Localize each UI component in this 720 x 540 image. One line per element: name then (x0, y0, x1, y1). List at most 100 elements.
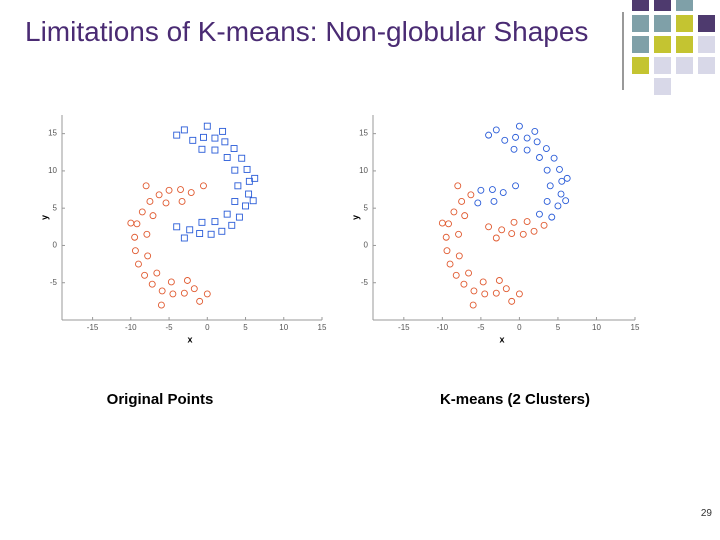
x-axis-label: x (499, 334, 504, 344)
y-tick-label: -5 (361, 278, 369, 287)
x-tick-label: -5 (165, 323, 173, 332)
point (228, 221, 236, 229)
point (146, 198, 154, 205)
point (455, 252, 463, 260)
point (446, 260, 454, 268)
point (167, 278, 175, 286)
point (144, 252, 152, 260)
point (515, 290, 523, 298)
point (162, 199, 170, 207)
y-tick-label: 10 (359, 166, 368, 175)
point (235, 213, 243, 221)
point (485, 223, 493, 231)
point (200, 133, 207, 141)
point (452, 271, 460, 279)
slide-title: Limitations of K-means: Non-globular Sha… (25, 16, 589, 47)
point (203, 122, 211, 130)
point (165, 186, 173, 194)
point (149, 212, 157, 220)
point (180, 234, 188, 242)
x-tick-label: 10 (279, 323, 288, 332)
point (492, 234, 500, 242)
point (558, 177, 566, 185)
x-tick-label: -15 (87, 323, 99, 332)
x-axis-label: x (187, 334, 192, 344)
point (469, 301, 477, 309)
point (479, 278, 487, 286)
x-tick-label: -10 (437, 323, 449, 332)
point (470, 287, 478, 295)
point (155, 191, 163, 199)
x-tick-label: 0 (517, 323, 522, 332)
point (508, 297, 516, 305)
point (157, 301, 165, 309)
point (546, 182, 554, 190)
point (219, 127, 227, 135)
point (131, 233, 139, 241)
point (133, 220, 141, 228)
point (492, 289, 500, 297)
caption: K-means (2 Clusters) (440, 391, 590, 408)
point (158, 287, 166, 295)
point (251, 174, 259, 182)
point (563, 174, 571, 182)
point (249, 197, 257, 205)
point (189, 136, 197, 144)
point (510, 145, 518, 153)
point (523, 218, 531, 226)
point (523, 134, 531, 142)
point (245, 190, 253, 198)
y-tick-label: 5 (53, 203, 58, 212)
point (530, 227, 538, 235)
point (442, 233, 450, 241)
point (485, 131, 493, 139)
point (234, 182, 242, 190)
point (148, 280, 156, 288)
point (543, 198, 551, 205)
point (515, 122, 523, 130)
caption: Original Points (107, 391, 214, 408)
x-tick-label: 15 (318, 323, 327, 332)
point (153, 269, 161, 277)
point (556, 165, 563, 173)
point (196, 230, 204, 237)
point (554, 202, 562, 210)
point (142, 182, 150, 190)
point (178, 198, 186, 205)
y-tick-label: 10 (48, 166, 57, 175)
x-tick-label: 10 (592, 323, 601, 332)
y-tick-label: -5 (50, 278, 58, 287)
y-tick-label: 15 (359, 129, 368, 138)
y-axis-label: y (350, 215, 360, 220)
point (540, 221, 548, 229)
point (187, 189, 195, 196)
point (218, 227, 226, 235)
point (465, 269, 473, 277)
point (223, 154, 231, 161)
point (458, 198, 466, 205)
point (190, 285, 198, 293)
point (501, 136, 509, 144)
point (499, 189, 507, 196)
point (242, 202, 249, 210)
point (498, 226, 506, 234)
point (238, 154, 246, 162)
point (231, 166, 239, 174)
point (243, 165, 251, 173)
x-tick-label: 0 (205, 323, 210, 332)
point (211, 218, 219, 226)
point (543, 166, 551, 174)
point (138, 208, 146, 216)
point (467, 191, 475, 199)
point (198, 145, 206, 153)
point (221, 138, 229, 146)
point (450, 208, 458, 216)
point (173, 131, 181, 139)
point (533, 138, 541, 146)
point (454, 182, 462, 190)
x-tick-label: -5 (477, 323, 485, 332)
point (131, 247, 139, 255)
x-tick-label: 5 (556, 323, 561, 332)
